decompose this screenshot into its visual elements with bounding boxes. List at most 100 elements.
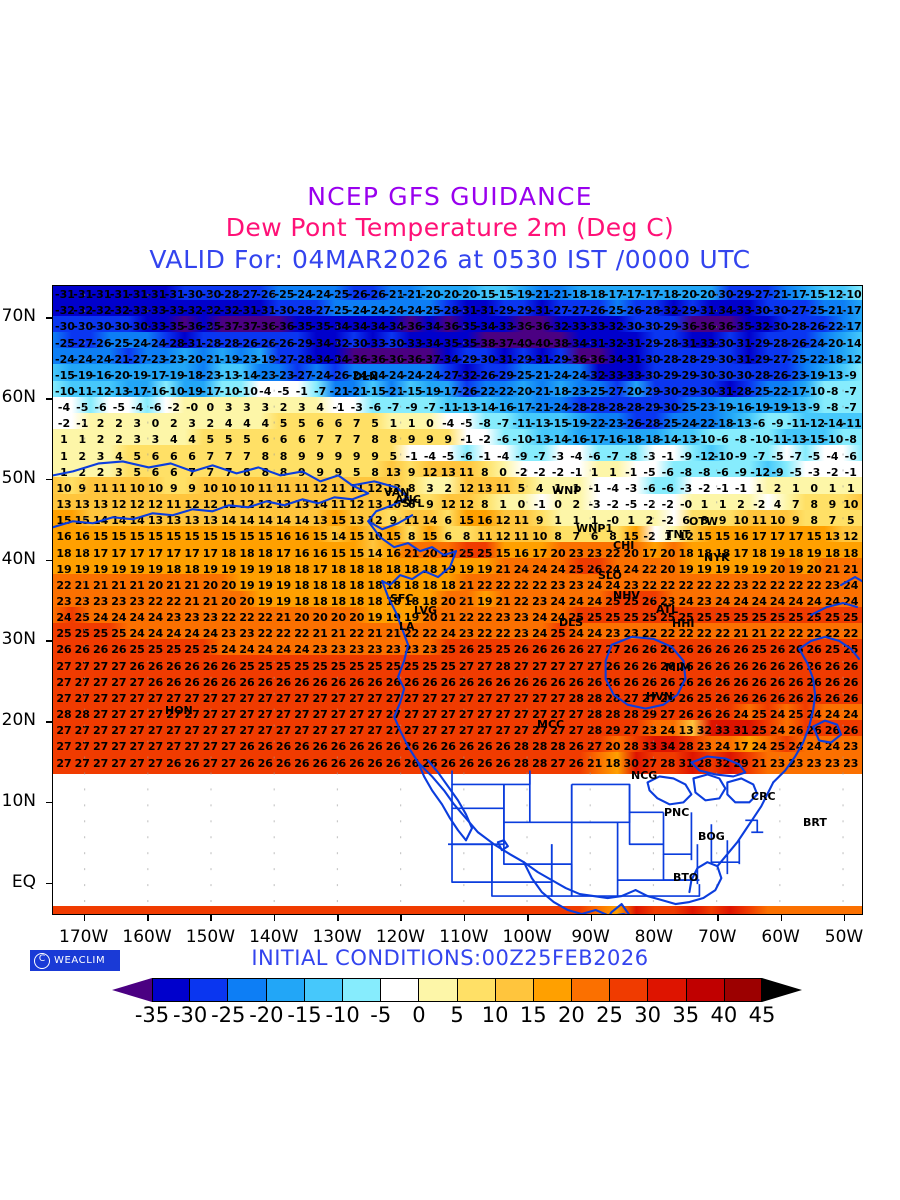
- station-label-crc: CRC: [751, 790, 776, 803]
- lat-tick-label: 40N: [1, 548, 36, 569]
- copyright-icon: C: [34, 952, 50, 969]
- lon-tick-mark: [717, 915, 719, 921]
- station-label-mcc: MCC: [537, 718, 565, 731]
- colorbar-tick-label: 20: [558, 1003, 585, 1027]
- lon-tick-label: 120W: [375, 927, 426, 947]
- lon-tick-mark: [337, 915, 339, 921]
- colorbar-tick-label: -20: [249, 1003, 284, 1027]
- station-label-atl: ATL: [656, 603, 679, 616]
- colorbar-tick-labels: -35 -30 -25 -20 -15 -10 -5 0 5 10 15 20 25 30 35 40 45: [112, 1003, 802, 1027]
- colorbar-segment: [456, 978, 495, 1002]
- colorbar-segment: [532, 978, 572, 1002]
- colorbar-segment: [265, 978, 304, 1002]
- longitude-axis: 170W 160W 150W 140W 130W 120W 110W 100W 90W 80W 70…: [52, 915, 863, 955]
- lon-tick-label: 100W: [502, 927, 552, 947]
- lon-tick-label: 150W: [185, 927, 236, 947]
- colorbar-segment: [380, 978, 419, 1002]
- temperature-band: [53, 752, 862, 775]
- lon-tick-mark: [273, 915, 276, 921]
- colorbar-segment: [571, 978, 610, 1002]
- station-label-anc: ANC: [395, 493, 421, 506]
- colorbar-tick-label: 25: [596, 1003, 623, 1027]
- station-label-hon: HON: [165, 704, 193, 717]
- station-label-la: LA: [399, 620, 415, 633]
- lat-tick-mark: [46, 801, 52, 804]
- colorbar-segment: [303, 978, 342, 1002]
- colorbar-tick-label: 45: [748, 1003, 776, 1027]
- colorbar: [112, 978, 802, 1002]
- colorbar-tick-label: -30: [172, 1003, 208, 1027]
- valid-time-title: VALID For: 04MAR2026 at 0530 IST /0000 U…: [149, 245, 751, 274]
- lat-tick-label: 70N: [1, 306, 36, 327]
- colorbar-segment: [609, 978, 648, 1002]
- lat-tick-mark: [46, 721, 52, 723]
- page-title: NCEP GFS GUIDANCE: [307, 182, 593, 211]
- station-label-hvn: HVN: [646, 690, 673, 703]
- station-label-otw: OTW: [689, 515, 718, 528]
- station-label-chi: CHI: [613, 539, 635, 552]
- station-label-van: VAN: [384, 486, 410, 499]
- lat-tick-label: 50N: [1, 467, 36, 488]
- colorbar-segment: [494, 978, 533, 1002]
- colorbar-tick-label: 5: [450, 1003, 464, 1027]
- coastlines-and-borders: [53, 286, 862, 914]
- station-label-stl: STL: [402, 497, 425, 510]
- lat-tick-label: 30N: [1, 629, 36, 650]
- lon-tick-mark: [147, 915, 149, 921]
- lon-tick-label: 90W: [571, 927, 610, 947]
- colorbar-under-cap: [112, 978, 152, 1002]
- station-label-tnt: TNT: [666, 528, 691, 541]
- colorbar-segment: [647, 978, 686, 1002]
- lon-tick-mark: [843, 915, 846, 921]
- colorbar-segments: [152, 978, 762, 1002]
- colorbar-tick-label: 30: [634, 1003, 661, 1027]
- station-label-bog: BOG: [698, 830, 725, 843]
- station-label-sfc: SFC: [390, 592, 414, 605]
- lat-tick-mark: [46, 882, 52, 885]
- colorbar-segment: [189, 978, 228, 1002]
- latitude-axis: 70N 60N 50N 40N 30N 20N 10N EQ: [0, 285, 52, 915]
- colorbar-segment: [418, 978, 457, 1002]
- colorbar-tick-label: 40: [710, 1003, 738, 1027]
- colorbar-tick-label: -5: [370, 1003, 392, 1027]
- initial-conditions-label: INITIAL CONDITIONS:00Z25FEB2026: [251, 946, 649, 970]
- station-label-pnc: PNC: [664, 806, 690, 819]
- parameter-title: Dew Pont Temperature 2m (Deg C): [225, 213, 675, 242]
- station-label-ncg: NCG: [631, 769, 658, 782]
- lon-tick-label: 80W: [634, 927, 674, 947]
- geo-svg: [53, 460, 862, 914]
- map-plot-area[interactable]: -31 -31 -31 -31 -31 -31 -31 -30 -30 -28 -27 -26 -25-…: [52, 285, 863, 915]
- colorbar-segment: [685, 978, 724, 1002]
- colorbar-tick-label: 10: [481, 1003, 509, 1027]
- colorbar-tick-label: -25: [211, 1003, 246, 1027]
- colorbar-tick-label: 35: [672, 1003, 700, 1027]
- colorbar-segment: [723, 978, 762, 1002]
- station-label-slo: SLO: [598, 569, 622, 582]
- temperature-field: [53, 286, 862, 914]
- station-label-lvg: LVG: [414, 604, 438, 617]
- lat-tick-label: 20N: [1, 710, 36, 731]
- station-label-dln: DLN: [353, 370, 379, 383]
- station-label-wnp1: WNP1: [576, 522, 614, 535]
- lat-tick-label: EQ: [11, 871, 36, 892]
- lat-tick-label: 60N: [1, 387, 36, 408]
- lat-tick-mark: [46, 640, 52, 642]
- colorbar-segment: [227, 978, 266, 1002]
- weaclim-logo[interactable]: C WEACLIM: [30, 950, 120, 971]
- logo-label: WEACLIM: [54, 955, 106, 966]
- station-label-nyk: NYK: [704, 551, 730, 564]
- colorbar-tick-label: -10: [325, 1003, 360, 1027]
- lon-tick-label: 110W: [439, 927, 489, 947]
- colorbar-tick-label: -15: [287, 1003, 322, 1027]
- lon-tick-mark: [400, 915, 402, 921]
- station-label-hhi: HHI: [672, 617, 695, 630]
- lon-tick-label: 70W: [698, 927, 737, 947]
- lat-tick-mark: [46, 398, 52, 400]
- lon-tick-mark: [780, 915, 783, 921]
- lon-tick-mark: [83, 915, 86, 921]
- lon-tick-label: 50W: [824, 927, 864, 947]
- lon-tick-mark: [463, 915, 466, 921]
- colorbar-tick-label: 15: [519, 1003, 547, 1027]
- station-label-wnp: WNP: [552, 484, 582, 497]
